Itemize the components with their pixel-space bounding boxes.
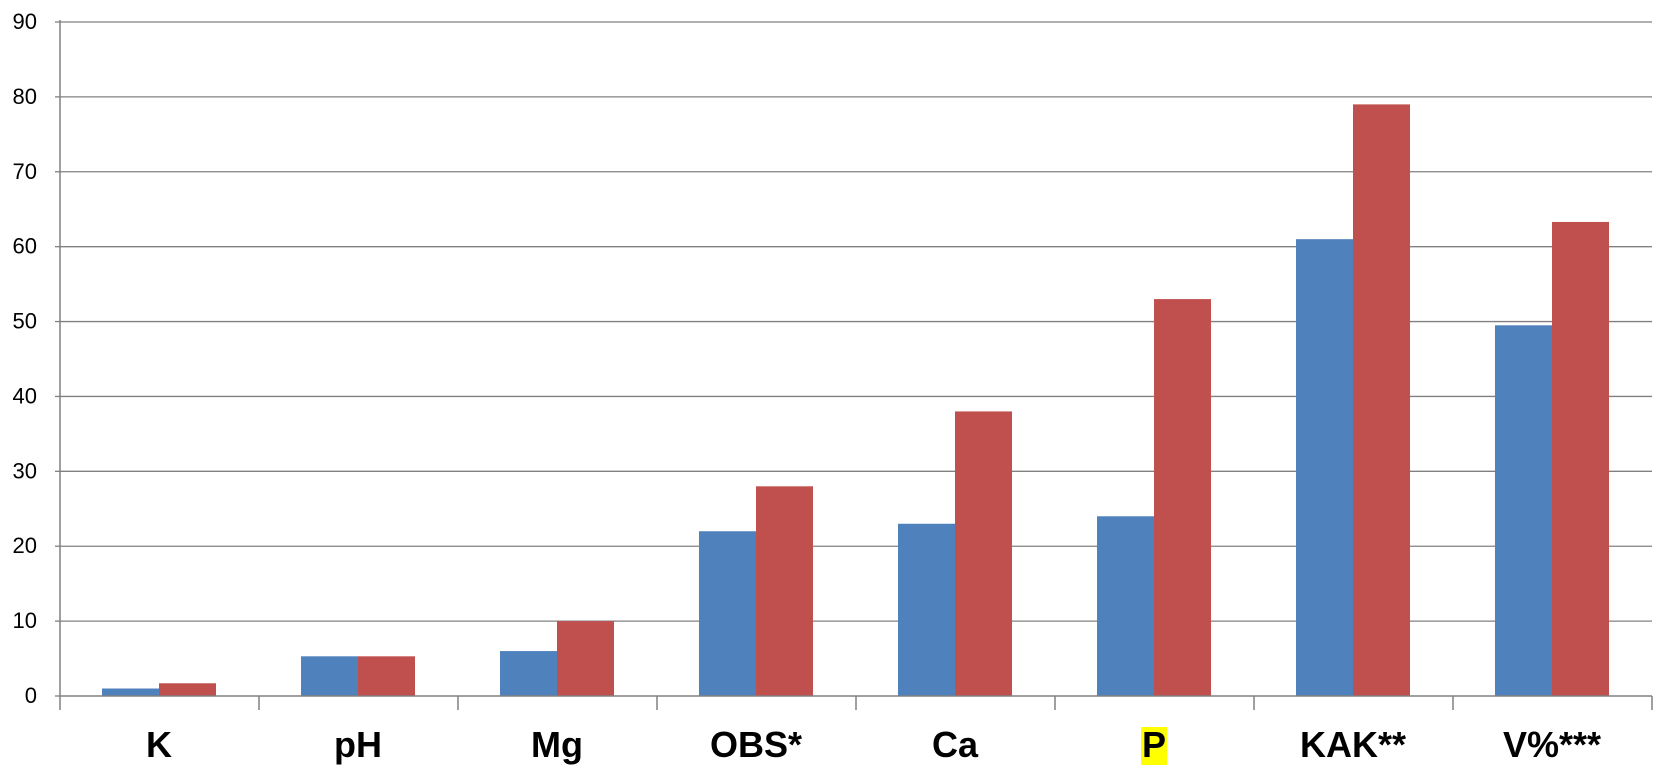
x-tick-label-3: OBS* bbox=[710, 724, 802, 765]
y-tick-label-80: 80 bbox=[13, 84, 37, 109]
bar-1-1 bbox=[301, 656, 358, 696]
y-tick-label-40: 40 bbox=[13, 383, 37, 408]
bar-1-0 bbox=[102, 688, 159, 696]
y-tick-label-70: 70 bbox=[13, 159, 37, 184]
x-tick-label-6: KAK** bbox=[1300, 724, 1406, 765]
y-tick-label-10: 10 bbox=[13, 608, 37, 633]
bar-2-6 bbox=[1353, 104, 1410, 696]
x-tick-label-0: K bbox=[146, 724, 172, 765]
y-tick-label-30: 30 bbox=[13, 458, 37, 483]
y-tick-label-20: 20 bbox=[13, 533, 37, 558]
bar-2-0 bbox=[159, 683, 216, 696]
bar-2-2 bbox=[557, 621, 614, 696]
bar-2-7 bbox=[1552, 221, 1609, 696]
bar-1-2 bbox=[500, 651, 557, 696]
gridlines bbox=[60, 21, 1652, 622]
tick-labels: 0 10 20 30 40 50 60 70 80 90 K pH Mg OBS* Ca P KAK** V%**… bbox=[13, 9, 1601, 765]
axes bbox=[55, 20, 1653, 710]
bar-1-3 bbox=[699, 531, 756, 696]
y-tick-label-60: 60 bbox=[13, 234, 37, 259]
bar-1-4 bbox=[898, 523, 955, 696]
x-tick-label-1: pH bbox=[334, 724, 382, 765]
x-tick-label-2: Mg bbox=[531, 724, 583, 765]
x-tick-label-4: Ca bbox=[932, 724, 979, 765]
bar-1-6 bbox=[1296, 239, 1353, 696]
y-tick-label-50: 50 bbox=[13, 309, 37, 334]
y-tick-label-90: 90 bbox=[13, 9, 37, 34]
bar-1-5 bbox=[1097, 516, 1154, 696]
x-tick-label-5: P bbox=[1142, 724, 1166, 765]
label-highlight bbox=[1140, 727, 1168, 765]
y-tick-label-0: 0 bbox=[25, 683, 37, 708]
bar-2-5 bbox=[1154, 299, 1211, 696]
bar-2-1 bbox=[358, 656, 415, 696]
bar-2-4 bbox=[955, 411, 1012, 696]
x-tick-label-7: V%*** bbox=[1503, 724, 1601, 765]
bar-2-3 bbox=[756, 486, 813, 696]
bar-1-7 bbox=[1495, 325, 1552, 696]
bars bbox=[102, 104, 1609, 696]
